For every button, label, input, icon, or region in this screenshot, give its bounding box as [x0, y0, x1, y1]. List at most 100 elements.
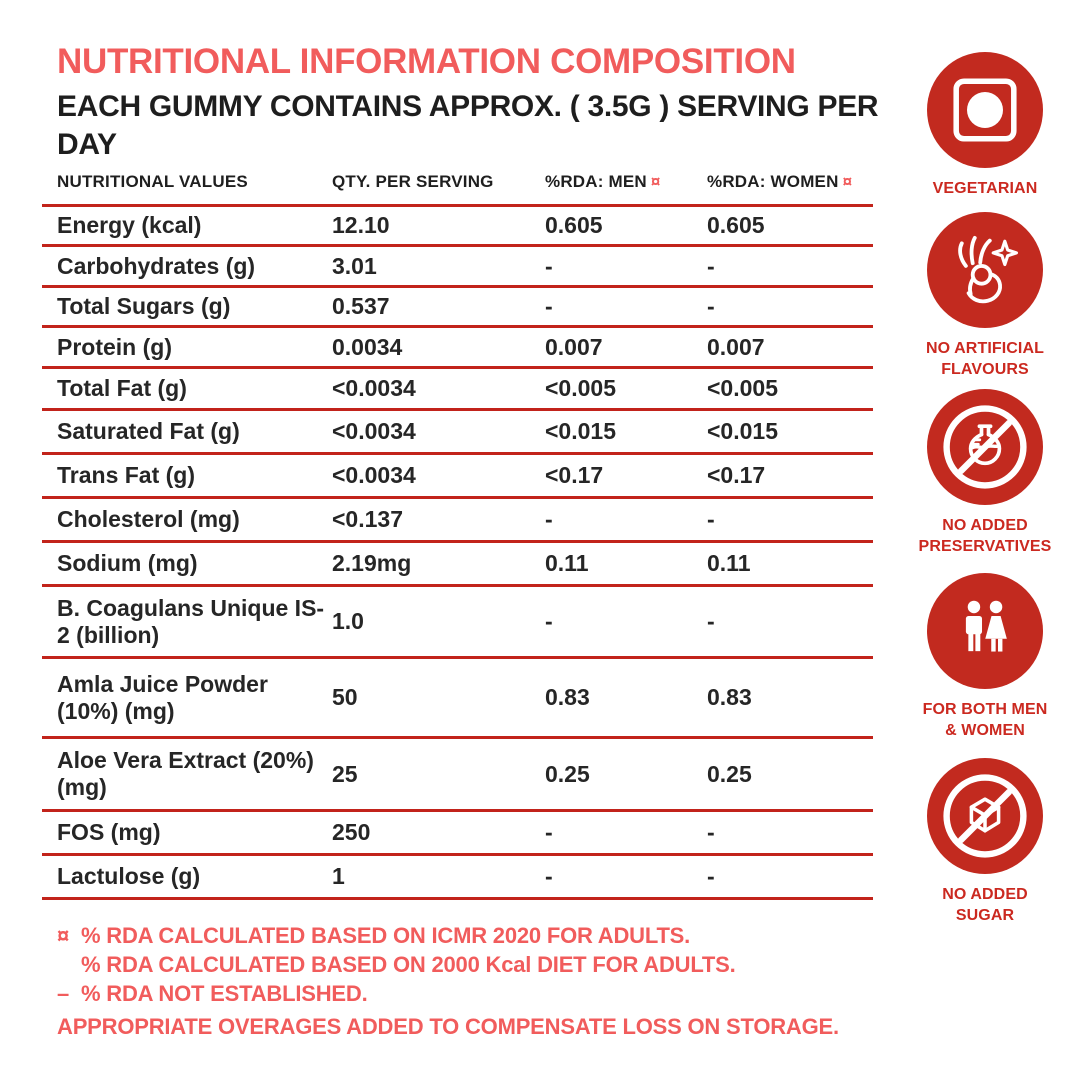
badge-label: NO ADDED PRESERVATIVES — [918, 517, 1052, 555]
row-qty-value: 0.0034 — [332, 333, 403, 360]
row-rda-men-value: <0.17 — [545, 462, 604, 488]
footnote-text: % RDA NOT ESTABLISHED. — [81, 981, 368, 1006]
table-row: Amla Juice Powder (10%) (mg) 50 0.83 0.83 — [42, 659, 873, 739]
row-qty-value: 1 — [332, 863, 345, 889]
no-sugar-cube-icon — [927, 758, 1043, 874]
row-rda-men-value: - — [545, 506, 553, 532]
row-rda-women-value: - — [707, 293, 715, 319]
row-rda-women-value: - — [707, 608, 715, 634]
row-rda-women-value: - — [707, 506, 715, 532]
col-header-qty-per-serving: QTY. PER SERVING — [332, 172, 545, 192]
row-rda-women-value: 0.605 — [707, 212, 765, 238]
badge-vegetarian: VEGETARIAN — [906, 52, 1064, 199]
badge-label: VEGETARIAN — [932, 180, 1038, 197]
badge-no-added-sugar: NO ADDED SUGAR — [906, 758, 1064, 926]
table-row: Trans Fat (g) <0.0034 <0.17 <0.17 — [42, 455, 873, 499]
table-row: Cholesterol (mg) <0.137 - - — [42, 499, 873, 543]
row-qty-value: <0.0034 — [332, 418, 416, 444]
no-preservatives-flask-icon — [927, 389, 1043, 505]
row-qty-value: 12.10 — [332, 212, 390, 238]
col-header-label: NUTRITIONAL VALUES — [57, 172, 248, 191]
row-name: Total Sugars (g) — [57, 293, 231, 319]
footnote-line: ¤ % RDA CALCULATED BASED ON ICMR 2020 FOR… — [57, 921, 897, 950]
row-name: Amla Juice Powder (10%) (mg) — [57, 670, 268, 724]
row-name: B. Coagulans Unique IS-2 (billion) — [57, 594, 325, 648]
table-row: Energy (kcal) 12.10 0.605 0.605 — [42, 207, 873, 247]
row-rda-men-value: - — [545, 252, 553, 279]
page-subtitle: EACH GUMMY CONTAINS APPROX. ( 3.5G ) SER… — [57, 90, 879, 161]
footnote-line: % RDA CALCULATED BASED ON 2000 Kcal DIET… — [57, 950, 897, 979]
footnote-text: APPROPRIATE OVERAGES ADDED TO COMPENSATE… — [57, 1014, 839, 1039]
row-qty-value: 1.0 — [332, 608, 364, 634]
row-qty-value: 50 — [332, 684, 358, 710]
footnote-text: % RDA CALCULATED BASED ON ICMR 2020 FOR … — [81, 923, 691, 948]
rda-marker-icon: ¤ — [57, 923, 70, 948]
row-rda-women-value: <0.015 — [707, 418, 778, 444]
badge-label: FOR BOTH MEN & WOMEN — [922, 701, 1048, 739]
table-row: Aloe Vera Extract (20%) (mg) 25 0.25 0.25 — [42, 739, 873, 812]
col-header-rda-women: %RDA: WOMEN ¤ — [707, 172, 873, 192]
col-header-label: %RDA: WOMEN — [707, 172, 839, 191]
row-rda-men-value: 0.605 — [545, 212, 603, 238]
row-name: Cholesterol (mg) — [57, 506, 240, 532]
row-rda-women-value: - — [707, 863, 715, 889]
table-row: Total Sugars (g) 0.537 - - — [42, 288, 873, 328]
rda-marker-icon: ¤ — [842, 172, 853, 191]
nutrition-table: NUTRITIONAL VALUES QTY. PER SERVING %RDA… — [42, 160, 873, 900]
row-qty-value: <0.137 — [332, 506, 403, 532]
row-rda-women-value: <0.005 — [707, 375, 778, 401]
footnote-line: –% RDA NOT ESTABLISHED. — [57, 979, 897, 1008]
row-rda-men-value: - — [545, 819, 553, 845]
table-row: Sodium (mg) 2.19mg 0.11 0.11 — [42, 543, 873, 587]
row-name: Aloe Vera Extract (20%) (mg) — [57, 747, 314, 800]
row-rda-women-value: 0.25 — [707, 760, 752, 787]
row-name: Carbohydrates (g) — [57, 252, 256, 279]
col-header-rda-men: %RDA: MEN ¤ — [545, 172, 707, 192]
row-rda-women-value: 0.11 — [707, 550, 751, 576]
row-qty-value: 250 — [332, 819, 371, 845]
badge-no-artificial-flavours: NO ARTIFICIAL FLAVOURS — [906, 212, 1064, 380]
col-header-label: %RDA: MEN — [545, 172, 647, 191]
row-name: FOS (mg) — [57, 819, 161, 845]
page-title: NUTRITIONAL INFORMATION COMPOSITION — [57, 42, 796, 81]
table-row: FOS (mg) 250 - - — [42, 812, 873, 856]
row-name: Saturated Fat (g) — [57, 418, 240, 444]
row-rda-women-value: - — [707, 819, 715, 845]
table-row: Saturated Fat (g) <0.0034 <0.015 <0.015 — [42, 411, 873, 455]
ok-hand-sparkle-icon — [927, 212, 1043, 328]
row-qty-value: 2.19mg — [332, 550, 412, 576]
row-name: Total Fat (g) — [57, 375, 187, 401]
badge-for-both-men-women: FOR BOTH MEN & WOMEN — [906, 573, 1064, 741]
men-women-icon — [927, 573, 1043, 689]
row-rda-women-value: 0.007 — [707, 333, 765, 360]
badge-no-added-preservatives: NO ADDED PRESERVATIVES — [906, 389, 1064, 557]
table-row: Protein (g) 0.0034 0.007 0.007 — [42, 328, 873, 369]
row-rda-women-value: <0.17 — [707, 462, 766, 488]
row-rda-men-value: - — [545, 608, 553, 634]
row-name: Trans Fat (g) — [57, 462, 196, 488]
table-row: B. Coagulans Unique IS-2 (billion) 1.0 - - — [42, 587, 873, 659]
badge-label: NO ADDED SUGAR — [942, 886, 1028, 924]
row-name: Energy (kcal) — [57, 212, 202, 238]
badge-label: NO ARTIFICIAL FLAVOURS — [925, 340, 1045, 378]
footnotes: ¤ % RDA CALCULATED BASED ON ICMR 2020 FOR… — [57, 921, 897, 1041]
rda-marker-icon: ¤ — [650, 172, 661, 191]
vegetarian-icon — [927, 52, 1043, 168]
row-rda-men-value: - — [545, 863, 553, 889]
footnote-text: % RDA CALCULATED BASED ON 2000 Kcal DIET… — [81, 952, 736, 977]
row-qty-value: 25 — [332, 760, 358, 787]
row-qty-value: 3.01 — [332, 252, 377, 279]
row-qty-value: 0.537 — [332, 293, 390, 319]
table-row: Lactulose (g) 1 - - — [42, 856, 873, 900]
table-row: Carbohydrates (g) 3.01 - - — [42, 247, 873, 288]
row-rda-men-value: - — [545, 293, 553, 319]
col-header-label: QTY. PER SERVING — [332, 172, 494, 191]
row-rda-women-value: 0.83 — [707, 684, 752, 710]
row-rda-men-value: 0.25 — [545, 760, 590, 787]
row-rda-men-value: <0.005 — [545, 375, 616, 401]
row-name: Sodium (mg) — [57, 550, 198, 576]
row-rda-men-value: <0.015 — [545, 418, 616, 444]
dash-marker-icon: – — [57, 981, 70, 1006]
row-rda-men-value: 0.007 — [545, 333, 603, 360]
badge-column: VEGETARIAN NO ARTIFICIAL FLAVOURS NO ADDED… — [906, 0, 1064, 1080]
